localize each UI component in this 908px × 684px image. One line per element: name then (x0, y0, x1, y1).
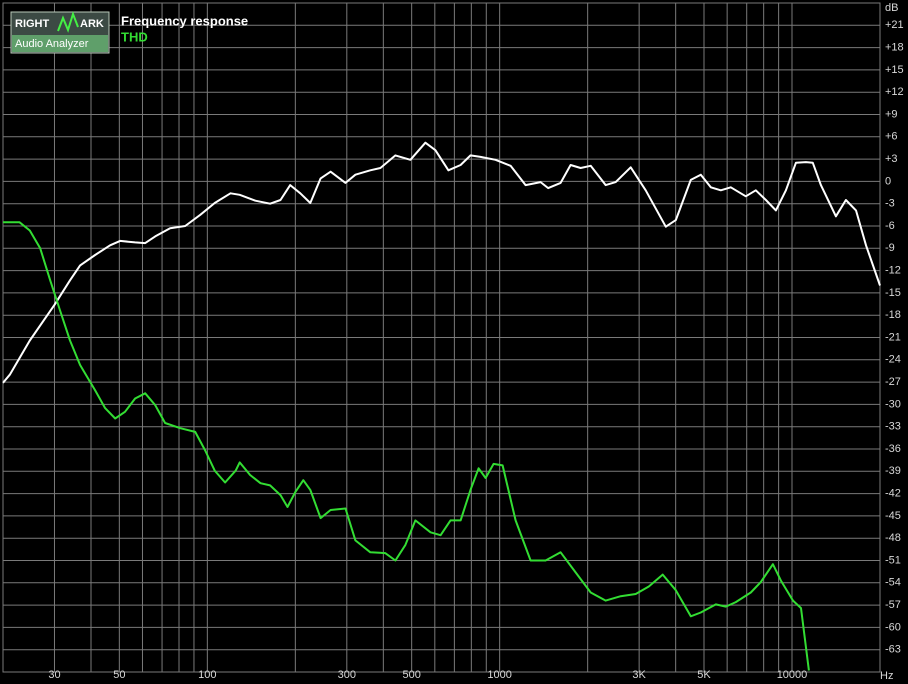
logo-mark (57, 10, 79, 33)
plot (2, 141, 881, 671)
y-tick-label: -45 (885, 510, 901, 522)
x-tick-label: 100 (198, 669, 216, 681)
y-tick-label: -33 (885, 421, 901, 433)
y-tick-label: -30 (885, 398, 901, 410)
x-tick-label: 1000 (487, 669, 511, 681)
y-tick-label: +3 (885, 153, 898, 165)
legend-label: THD (121, 29, 148, 44)
x-tick-label: 500 (402, 669, 420, 681)
x-tick-label: 50 (113, 669, 125, 681)
y-tick-label: -57 (885, 599, 901, 611)
y-tick-label: -51 (885, 554, 901, 566)
y-tick-label: -27 (885, 376, 901, 388)
y-tick-label: -21 (885, 331, 901, 343)
x-unit: Hz (880, 670, 893, 682)
logo-band (12, 35, 108, 52)
y-tick-label: -24 (885, 354, 901, 366)
y-tick-label: -60 (885, 621, 901, 633)
y-tick-label: -6 (885, 220, 895, 232)
y-tick-label: -54 (885, 577, 901, 589)
y-tick-label: -9 (885, 242, 895, 254)
y-tick-label: +9 (885, 108, 898, 120)
y-tick-label: -48 (885, 532, 901, 544)
y-tick-label: -18 (885, 309, 901, 321)
y-tick-label: -63 (885, 644, 901, 656)
x-tick-label: 30 (48, 669, 60, 681)
x-tick-label: 3K (632, 669, 646, 681)
y-tick-label: +21 (885, 19, 904, 31)
logo-left: RIGHT (15, 18, 50, 30)
y-tick-label: +18 (885, 42, 904, 54)
y-tick-label: -39 (885, 465, 901, 477)
y-tick-label: 0 (885, 175, 891, 187)
y-tick-label: -12 (885, 265, 901, 277)
logo: RIGHT ARK Audio Analyzer (10, 10, 110, 54)
logo-subtitle: Audio Analyzer (15, 38, 89, 50)
legend-label: Frequency response (121, 13, 248, 28)
y-tick-label: +6 (885, 131, 898, 143)
y-tick-label: -42 (885, 488, 901, 500)
y-tick-label: -3 (885, 198, 895, 210)
x-tick-label: 10000 (777, 669, 808, 681)
logo-right: ARK (80, 18, 104, 30)
series-line (2, 141, 881, 384)
y-tick-label: -15 (885, 287, 901, 299)
x-tick-label: 300 (338, 669, 356, 681)
y-tick-label: +15 (885, 64, 904, 76)
y-tick-label: -36 (885, 443, 901, 455)
y-tick-label: +12 (885, 86, 904, 98)
series-line (3, 221, 810, 671)
x-tick-label: 5K (697, 669, 711, 681)
y-unit: dB (885, 2, 898, 14)
